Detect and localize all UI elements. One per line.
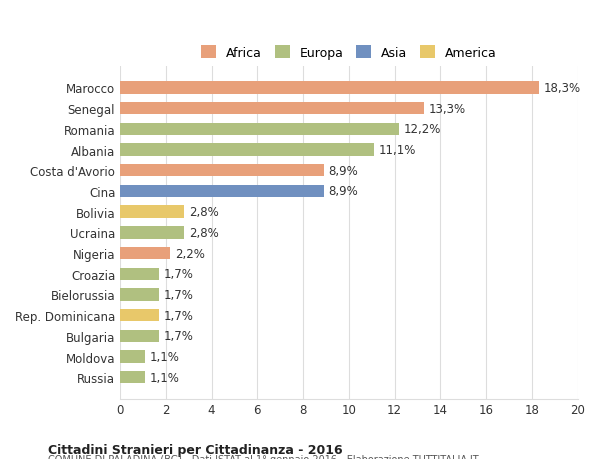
Text: 12,2%: 12,2% — [404, 123, 441, 136]
Bar — [120, 103, 424, 115]
Legend: Africa, Europa, Asia, America: Africa, Europa, Asia, America — [195, 40, 503, 66]
Bar — [120, 330, 159, 342]
Bar — [120, 289, 159, 301]
Text: Cittadini Stranieri per Cittadinanza - 2016: Cittadini Stranieri per Cittadinanza - 2… — [48, 443, 343, 456]
Bar — [120, 165, 323, 177]
Text: 18,3%: 18,3% — [543, 82, 580, 95]
Bar — [120, 371, 145, 384]
Bar — [120, 227, 184, 239]
Bar — [120, 247, 170, 260]
Bar — [120, 82, 539, 95]
Text: 2,8%: 2,8% — [189, 206, 218, 218]
Bar — [120, 123, 399, 136]
Bar — [120, 185, 323, 198]
Text: COMUNE DI PALADINA (BG) - Dati ISTAT al 1° gennaio 2016 - Elaborazione TUTTITALI: COMUNE DI PALADINA (BG) - Dati ISTAT al … — [48, 454, 479, 459]
Text: 1,7%: 1,7% — [164, 309, 193, 322]
Bar — [120, 351, 145, 363]
Text: 11,1%: 11,1% — [379, 144, 416, 157]
Text: 2,2%: 2,2% — [175, 247, 205, 260]
Text: 1,7%: 1,7% — [164, 268, 193, 280]
Bar — [120, 144, 374, 157]
Text: 1,1%: 1,1% — [150, 350, 180, 363]
Bar — [120, 309, 159, 322]
Bar — [120, 206, 184, 218]
Text: 1,7%: 1,7% — [164, 330, 193, 342]
Bar — [120, 268, 159, 280]
Text: 2,8%: 2,8% — [189, 226, 218, 239]
Text: 8,9%: 8,9% — [328, 164, 358, 177]
Text: 8,9%: 8,9% — [328, 185, 358, 198]
Text: 1,1%: 1,1% — [150, 371, 180, 384]
Text: 1,7%: 1,7% — [164, 288, 193, 301]
Text: 13,3%: 13,3% — [429, 102, 466, 115]
